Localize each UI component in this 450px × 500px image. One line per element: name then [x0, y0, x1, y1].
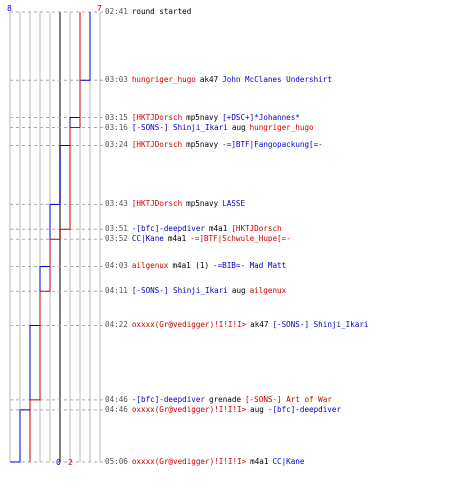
kill-event-row: 03:03 hungriger_hugo ak47 John McClanes Und…: [105, 75, 332, 85]
red-team-player: oxxxx(Gr@vedigger)!I!I!I>: [131, 320, 247, 330]
kill-event-row: 05:06 oxxxx(Gr@vedigger)!I!I!I> m4a1 CC|Kan…: [105, 457, 304, 467]
event-timestamp: 04:03: [105, 261, 128, 271]
blue-team-player: -[bfc]-deepdiver: [131, 224, 206, 234]
event-timestamp: 05:06: [105, 457, 128, 466]
kill-event-row: 03:15 [HKTJDorsch mp5navy [+DSC+]*Johannes*: [105, 113, 300, 123]
red-team-player: hungriger_hugo: [249, 122, 314, 132]
kill-event-row: 04:46 oxxxx(Gr@vedigger)!I!I!I> aug -[bfc]-…: [105, 405, 341, 415]
event-timestamp: 03:16: [105, 122, 128, 132]
blue-team-player: -[bfc]-deepdiver: [267, 404, 342, 414]
event-weapon-or-text: mp5navy: [186, 112, 219, 122]
red-team-end-count: 2: [68, 458, 73, 467]
event-weapon-or-text: ak47: [199, 75, 219, 85]
red-team-player: oxxxx(Gr@vedigger)!I!I!I>: [131, 404, 247, 414]
event-weapon-or-text: round started: [131, 7, 192, 16]
red-team-player: [HKTJDorsch: [131, 140, 183, 150]
event-timestamp: 03:03: [105, 75, 128, 85]
kill-event-row: 03:24 [HKTJDorsch mp5navy -=]BTF|Fangopacku…: [105, 140, 323, 150]
blue-team-player: John McClanes Undershirt: [222, 75, 332, 85]
red-team-player: oxxxx(Gr@vedigger)!I!I!I>: [131, 457, 247, 466]
kill-event-row: 03:52 CC|Kane m4a1 -=]BTF|Schwule_Hupe[=-: [105, 234, 291, 244]
blue-team-player: -=]BTF|Fangopackung[=-: [222, 140, 323, 150]
event-weapon-or-text: mp5navy: [186, 199, 219, 209]
blue-team-start-count: 8: [7, 4, 12, 13]
red-team-alive-line: [29, 12, 81, 462]
event-timestamp: 04:22: [105, 320, 128, 330]
event-weapon-or-text: m4a1 (1): [172, 261, 210, 271]
blue-team-player: -[bfc]-deepdiver: [131, 394, 206, 404]
event-timestamp: 04:46: [105, 404, 128, 414]
red-team-player: [-SONS-] Art of War: [245, 394, 332, 404]
kill-event-row: 03:16 [-SONS-] Shinji_Ikari aug hungriger_h…: [105, 123, 314, 133]
event-weapon-or-text: aug: [231, 286, 246, 296]
event-weapon-or-text: m4a1: [250, 457, 269, 466]
event-weapon-or-text: grenade: [209, 394, 242, 404]
event-weapon-or-text: m4a1: [167, 234, 187, 244]
event-timestamp: 03:51: [105, 224, 128, 234]
red-team-player: hungriger_hugo: [131, 75, 196, 85]
red-team-player: [HKTJDorsch: [231, 224, 282, 234]
blue-team-player: -=BIB=- Mad Matt: [213, 261, 287, 271]
red-team-player: [HKTJDorsch: [131, 199, 183, 209]
blue-team-player: [-SONS-] Shinji_Ikari: [272, 320, 369, 330]
event-timestamp: 03:52: [105, 234, 128, 244]
blue-team-player: [-SONS-] Shinji_Ikari: [131, 286, 228, 296]
red-team-start-count: 7: [97, 4, 102, 13]
blue-team-player: CC|Kane: [131, 234, 164, 244]
event-weapon-or-text: mp5navy: [186, 140, 219, 150]
event-weapon-or-text: m4a1: [209, 224, 228, 234]
event-timestamp: 03:43: [105, 199, 128, 209]
blue-team-player: [-SONS-] Shinji_Ikari: [131, 122, 228, 132]
event-weapon-or-text: aug: [250, 404, 264, 414]
blue-team-player: [+DSC+]*Johannes*: [222, 112, 300, 122]
event-timestamp: 03:15: [105, 112, 128, 122]
kill-event-row: 04:46 -[bfc]-deepdiver grenade [-SONS-] Art…: [105, 395, 332, 405]
kill-event-row: 04:03 ailgenux m4a1 (1) -=BIB=- Mad Matt: [105, 261, 286, 271]
blue-team-player: CC|Kane: [272, 457, 305, 466]
event-weapon-or-text: aug: [231, 122, 246, 132]
red-team-player: [HKTJDorsch: [131, 112, 183, 122]
event-timestamp: 04:11: [105, 286, 128, 296]
red-team-player: -=]BTF|Schwule_Hupe[=-: [190, 234, 291, 244]
kill-event-row: 03:43 [HKTJDorsch mp5navy LASSE: [105, 199, 245, 209]
red-team-player: ailgenux: [249, 286, 287, 296]
event-timestamp: 04:46: [105, 394, 128, 404]
event-weapon-or-text: ak47: [250, 320, 269, 330]
kill-event-row: 03:51 -[bfc]-deepdiver m4a1 [HKTJDorsch: [105, 224, 282, 234]
red-team-player: ailgenux: [131, 261, 169, 271]
kill-event-row: 04:11 [-SONS-] Shinji_Ikari aug ailgenux: [105, 286, 286, 296]
blue-team-player: LASSE: [222, 199, 246, 209]
event-timestamp: 02:41: [105, 7, 128, 16]
blue-team-end-count: 0: [56, 458, 61, 467]
kill-event-row: 02:41 round started: [105, 7, 191, 17]
event-timestamp: 03:24: [105, 140, 128, 150]
kill-event-row: 04:22 oxxxx(Gr@vedigger)!I!I!I> ak47 [-SONS…: [105, 320, 368, 330]
